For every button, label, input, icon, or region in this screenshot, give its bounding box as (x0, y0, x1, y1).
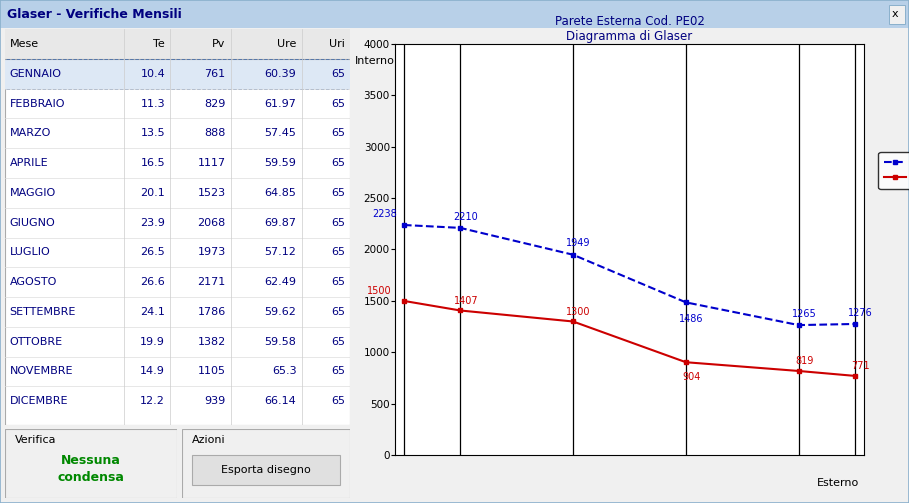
Text: 1949: 1949 (566, 238, 591, 248)
Text: Verifica: Verifica (15, 436, 56, 446)
Text: Interno: Interno (355, 56, 395, 66)
Text: 62.49: 62.49 (265, 277, 296, 287)
Text: 1105: 1105 (197, 367, 225, 376)
Text: 819: 819 (795, 356, 814, 366)
Text: 1117: 1117 (197, 158, 225, 168)
Text: 65: 65 (331, 396, 345, 406)
Bar (5, 59, 350, 89)
Text: 2238: 2238 (372, 209, 397, 219)
Text: GENNAIO: GENNAIO (10, 69, 62, 79)
Text: 23.9: 23.9 (140, 218, 165, 228)
Text: 2068: 2068 (197, 218, 225, 228)
Text: NOVEMBRE: NOVEMBRE (10, 367, 74, 376)
Title: Parete Esterna Cod. PE02
Diagramma di Glaser: Parete Esterna Cod. PE02 Diagramma di Gl… (554, 15, 704, 43)
Text: 1382: 1382 (197, 337, 225, 347)
Text: 2210: 2210 (454, 212, 478, 221)
Text: 1973: 1973 (197, 247, 225, 258)
Text: 65: 65 (331, 367, 345, 376)
Text: 1500: 1500 (366, 286, 391, 296)
Text: 14.9: 14.9 (140, 367, 165, 376)
Text: 66.14: 66.14 (265, 396, 296, 406)
Text: 19.9: 19.9 (140, 337, 165, 347)
Text: AGOSTO: AGOSTO (10, 277, 57, 287)
Text: SETTEMBRE: SETTEMBRE (10, 307, 76, 317)
Text: 20.1: 20.1 (140, 188, 165, 198)
Text: 61.97: 61.97 (265, 99, 296, 109)
Text: LUGLIO: LUGLIO (10, 247, 51, 258)
Text: 12.2: 12.2 (140, 396, 165, 406)
Text: Ure: Ure (277, 39, 296, 49)
Text: 65: 65 (331, 158, 345, 168)
Text: 69.87: 69.87 (265, 218, 296, 228)
Text: Mese: Mese (10, 39, 39, 49)
Text: 65: 65 (331, 128, 345, 138)
Text: 65: 65 (331, 69, 345, 79)
Text: 65.3: 65.3 (272, 367, 296, 376)
Text: 60.39: 60.39 (265, 69, 296, 79)
Text: 888: 888 (205, 128, 225, 138)
Text: Te: Te (154, 39, 165, 49)
Text: DICEMBRE: DICEMBRE (10, 396, 68, 406)
Text: Esporta disegno: Esporta disegno (221, 465, 311, 475)
Text: 11.3: 11.3 (141, 99, 165, 109)
Text: GIUGNO: GIUGNO (10, 218, 55, 228)
Text: 26.5: 26.5 (140, 247, 165, 258)
Text: 1486: 1486 (679, 314, 704, 324)
Text: 1276: 1276 (848, 308, 873, 317)
Text: Esterno: Esterno (817, 478, 859, 488)
Text: 771: 771 (852, 361, 870, 371)
Text: 1265: 1265 (792, 309, 816, 319)
Text: 13.5: 13.5 (141, 128, 165, 138)
Text: 939: 939 (205, 396, 225, 406)
Text: 829: 829 (205, 99, 225, 109)
Text: 1786: 1786 (197, 307, 225, 317)
Text: 65: 65 (331, 307, 345, 317)
Text: APRILE: APRILE (10, 158, 48, 168)
Text: 59.59: 59.59 (265, 158, 296, 168)
Text: 59.62: 59.62 (265, 307, 296, 317)
Text: 2171: 2171 (197, 277, 225, 287)
Text: 64.85: 64.85 (265, 188, 296, 198)
Bar (192, 455, 340, 485)
Text: 24.1: 24.1 (140, 307, 165, 317)
Text: OTTOBRE: OTTOBRE (10, 337, 63, 347)
Text: Pv: Pv (212, 39, 225, 49)
Text: 57.45: 57.45 (265, 128, 296, 138)
Text: Azioni: Azioni (192, 436, 225, 446)
Text: 59.58: 59.58 (265, 337, 296, 347)
Text: 761: 761 (205, 69, 225, 79)
Text: FEBBRAIO: FEBBRAIO (10, 99, 65, 109)
Text: 26.6: 26.6 (140, 277, 165, 287)
Legend: Psat (Pa), Pv (Pa): Psat (Pa), Pv (Pa) (878, 152, 909, 189)
Text: 65: 65 (331, 337, 345, 347)
Text: 10.4: 10.4 (140, 69, 165, 79)
Text: Uri: Uri (329, 39, 345, 49)
Text: MAGGIO: MAGGIO (10, 188, 56, 198)
Text: Glaser - Verifiche Mensili: Glaser - Verifiche Mensili (7, 8, 182, 21)
Bar (889, 5, 905, 24)
Text: 65: 65 (331, 99, 345, 109)
Text: 1523: 1523 (197, 188, 225, 198)
Text: 65: 65 (331, 188, 345, 198)
Text: x: x (892, 9, 898, 19)
Text: 1300: 1300 (566, 306, 591, 316)
Text: 65: 65 (331, 218, 345, 228)
Bar (5, 29, 350, 59)
Text: 1407: 1407 (454, 296, 478, 305)
Text: 65: 65 (331, 277, 345, 287)
Text: 16.5: 16.5 (141, 158, 165, 168)
Text: 57.12: 57.12 (265, 247, 296, 258)
Bar (0, 0, 909, 28)
Text: 904: 904 (683, 372, 701, 382)
Text: Nessuna
condensa: Nessuna condensa (57, 454, 125, 484)
Text: MARZO: MARZO (10, 128, 51, 138)
Text: 65: 65 (331, 247, 345, 258)
